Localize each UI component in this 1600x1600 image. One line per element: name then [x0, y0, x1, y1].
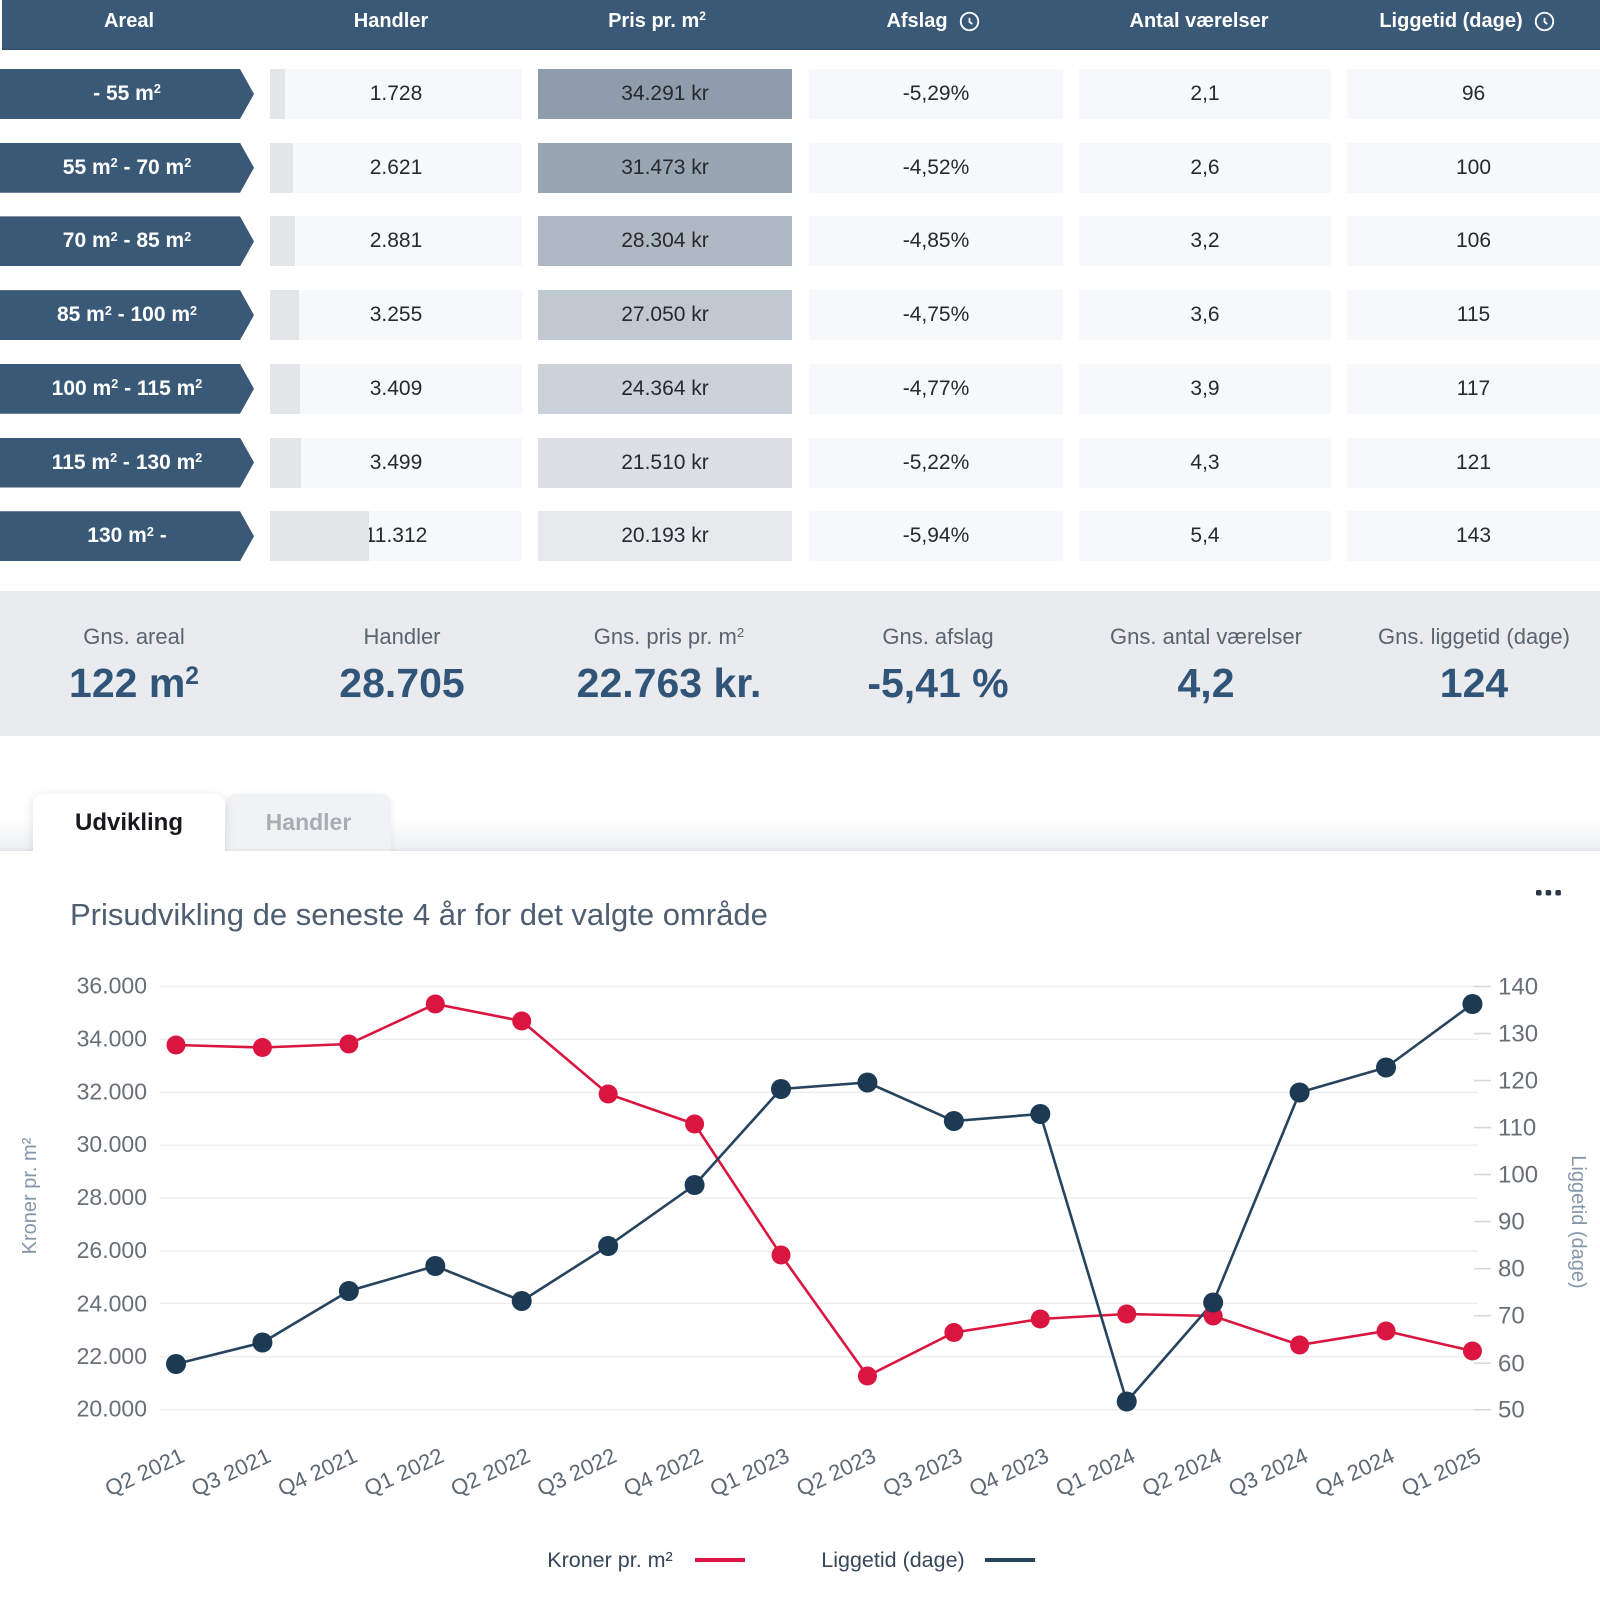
- svg-text:30.000: 30.000: [77, 1131, 147, 1157]
- svg-text:Q4 2023: Q4 2023: [965, 1443, 1052, 1501]
- svg-text:Q2 2023: Q2 2023: [792, 1443, 879, 1501]
- svg-text:Q4 2022: Q4 2022: [620, 1443, 707, 1501]
- svg-text:Q4 2024: Q4 2024: [1311, 1443, 1398, 1501]
- svg-text:70: 70: [1498, 1303, 1525, 1330]
- svg-text:32.000: 32.000: [77, 1078, 147, 1104]
- svg-text:Liggetid (dage): Liggetid (dage): [821, 1548, 964, 1572]
- svg-text:Q1 2024: Q1 2024: [1052, 1443, 1139, 1501]
- svg-text:90: 90: [1498, 1209, 1525, 1236]
- svg-text:34.000: 34.000: [77, 1025, 147, 1051]
- svg-text:Q3 2023: Q3 2023: [879, 1443, 966, 1501]
- svg-text:20.000: 20.000: [77, 1396, 147, 1422]
- svg-text:60: 60: [1498, 1351, 1525, 1378]
- svg-text:Q1 2023: Q1 2023: [706, 1443, 793, 1501]
- svg-text:110: 110: [1498, 1115, 1536, 1142]
- svg-text:Q4 2021: Q4 2021: [274, 1443, 361, 1501]
- svg-text:Q2 2021: Q2 2021: [101, 1443, 188, 1501]
- svg-text:50: 50: [1498, 1397, 1525, 1424]
- svg-text:Q3 2024: Q3 2024: [1225, 1443, 1312, 1501]
- svg-text:Q1 2025: Q1 2025: [1397, 1443, 1484, 1501]
- svg-text:Q3 2021: Q3 2021: [187, 1443, 274, 1501]
- svg-text:Kroner pr. m²: Kroner pr. m²: [19, 1137, 41, 1254]
- svg-text:Liggetid (dage): Liggetid (dage): [1567, 1155, 1589, 1288]
- svg-text:22.000: 22.000: [77, 1343, 147, 1369]
- svg-text:80: 80: [1498, 1256, 1525, 1283]
- svg-text:24.000: 24.000: [77, 1290, 147, 1316]
- svg-text:Q2 2022: Q2 2022: [447, 1443, 534, 1501]
- svg-text:Q3 2022: Q3 2022: [533, 1443, 620, 1501]
- svg-text:36.000: 36.000: [77, 973, 147, 999]
- svg-text:Kroner pr. m²: Kroner pr. m²: [547, 1548, 672, 1572]
- svg-text:100: 100: [1498, 1162, 1538, 1189]
- svg-text:Q2 2024: Q2 2024: [1138, 1443, 1225, 1501]
- svg-text:26.000: 26.000: [77, 1237, 147, 1263]
- svg-text:28.000: 28.000: [77, 1184, 147, 1210]
- svg-text:120: 120: [1498, 1068, 1538, 1095]
- svg-text:130: 130: [1498, 1021, 1538, 1048]
- svg-text:Q1 2022: Q1 2022: [360, 1443, 447, 1501]
- svg-text:140: 140: [1498, 974, 1538, 1001]
